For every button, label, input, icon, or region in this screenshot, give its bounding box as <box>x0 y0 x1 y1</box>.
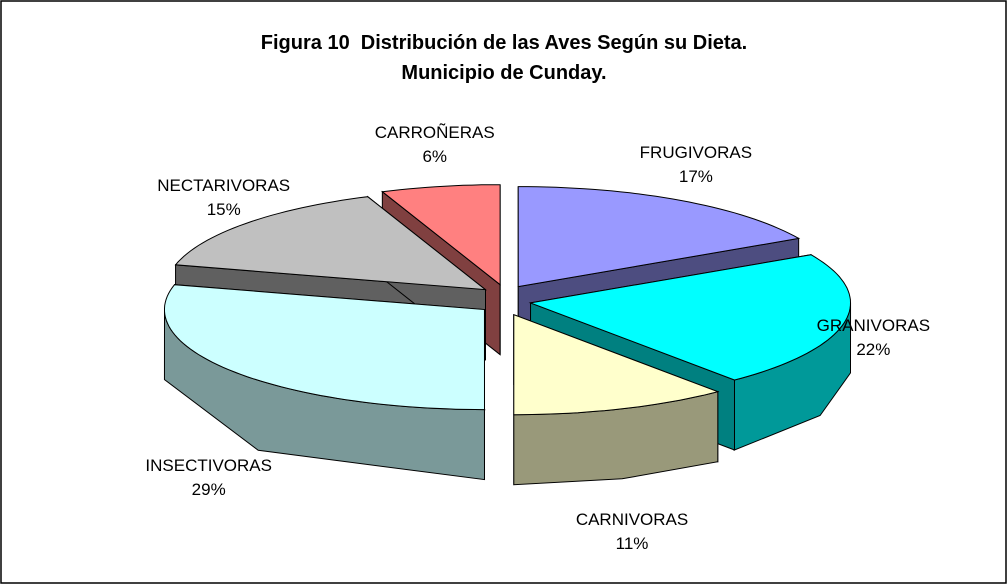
slice-label: INSECTIVORAS <box>145 456 272 475</box>
slice-top <box>517 186 801 288</box>
slice-value-label: 22% <box>856 340 890 359</box>
slice-value-label: 29% <box>192 480 226 499</box>
slice-top <box>513 313 720 416</box>
slice-value-label: 11% <box>616 534 649 553</box>
slice-label: GRANIVORAS <box>817 316 930 335</box>
slice-label: CARNIVORAS <box>576 510 688 529</box>
chart-title: Figura 10 Distribución de las Aves Según… <box>260 32 753 84</box>
slice-top <box>174 196 488 291</box>
slice-value-label: 15% <box>207 200 241 219</box>
slice <box>163 284 486 481</box>
slice-label: CARROÑERAS <box>375 123 495 142</box>
slice-value-label: 17% <box>679 167 713 186</box>
slice-top <box>164 284 486 411</box>
slice-value-label: 6% <box>422 147 447 166</box>
slice-top <box>381 184 501 286</box>
slice <box>513 313 720 486</box>
slice-top <box>528 254 852 381</box>
slice-label: FRUGIVORAS <box>640 143 752 162</box>
slice-label: NECTARIVORAS <box>157 176 290 195</box>
